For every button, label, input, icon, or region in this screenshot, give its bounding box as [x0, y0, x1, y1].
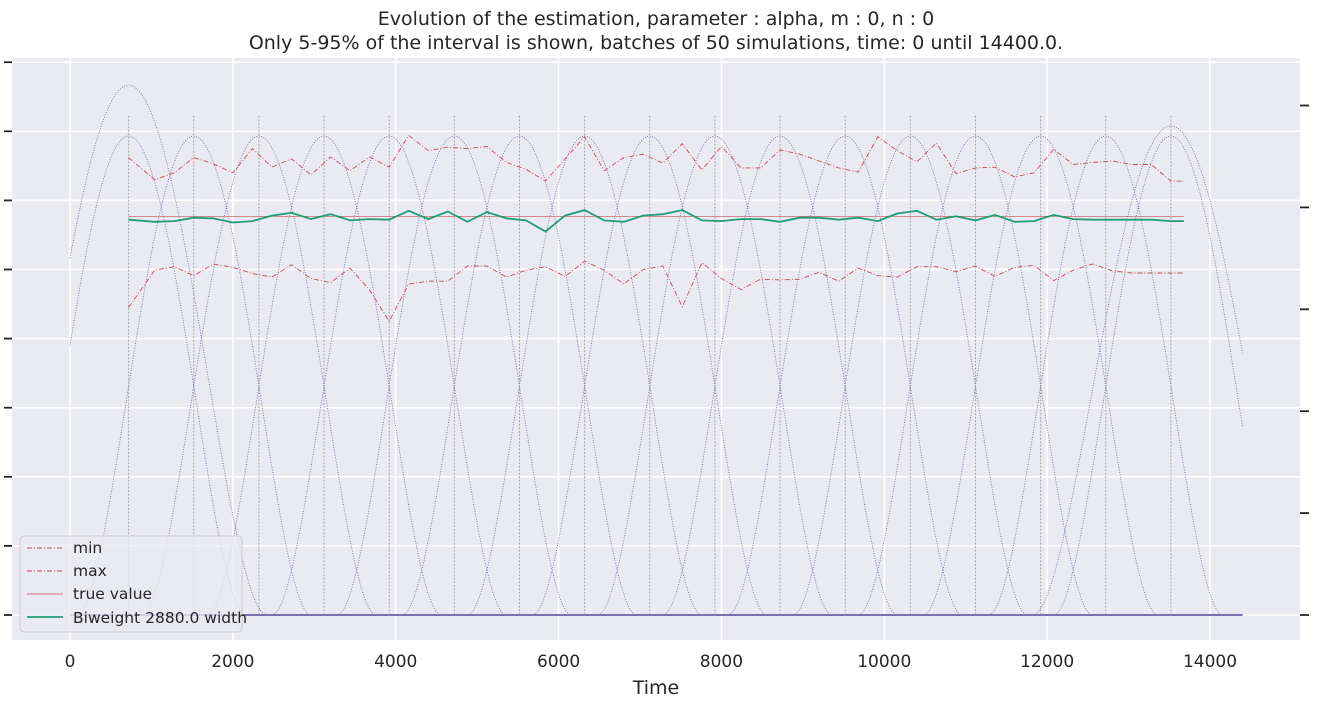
kernel-bump-last-large — [1032, 125, 1244, 616]
legend-label-max: max — [73, 562, 107, 580]
x-tick-label-2: 4000 — [374, 652, 417, 672]
series-line-max — [128, 134, 1184, 182]
kernel-bump-13 — [858, 135, 1093, 616]
right-y-ticks — [1300, 104, 1309, 616]
legend-box — [19, 535, 243, 633]
x-tick-label-5: 10000 — [857, 652, 911, 672]
left-y-ticks — [4, 61, 12, 616]
kernel-bump-8 — [532, 135, 768, 616]
x-tick-label-0: 0 — [65, 652, 76, 672]
kernel-bump-7 — [467, 135, 703, 616]
estimation-vertical-lines — [128, 115, 1172, 615]
series-lines — [128, 134, 1184, 323]
chart-title: Evolution of the estimation, parameter :… — [249, 8, 1063, 54]
kernel-bump-12 — [792, 135, 1028, 616]
legend-entry-min: min — [27, 539, 102, 557]
x-tick-label-3: 6000 — [537, 652, 580, 672]
x-axis-ticks: 0 2000 4000 6000 8000 10000 12000 14000 — [65, 652, 1237, 672]
legend-label-true-value: true value — [73, 585, 152, 603]
legend-label-biweight: Biweight 2880.0 width — [73, 609, 247, 627]
kernel-bump-3 — [206, 135, 442, 616]
series-line-min — [128, 260, 1184, 323]
chart-title-line-2: Only 5-95% of the interval is shown, bat… — [249, 32, 1063, 54]
x-tick-label-1: 2000 — [211, 652, 254, 672]
kernel-bump-9 — [597, 135, 833, 616]
series-line-biweight-2880-0-width — [128, 209, 1184, 233]
legend-entry-true-value: true value — [27, 585, 152, 603]
x-tick-label-7: 14000 — [1183, 652, 1237, 672]
kernel-bump-14 — [923, 135, 1159, 616]
x-tick-label-6: 12000 — [1020, 652, 1074, 672]
kernel-bump-15 — [988, 135, 1224, 616]
kernel-bumps — [69, 84, 1244, 616]
legend: min max true value Biweight 2880.0 width — [19, 535, 247, 633]
legend-label-min: min — [73, 539, 102, 557]
kernel-bump-4 — [271, 135, 507, 616]
kernel-bump-2 — [141, 135, 377, 616]
kernel-bump-1 — [76, 135, 312, 616]
kernel-bump-first-large — [69, 84, 268, 616]
kernel-bump-6 — [402, 135, 637, 616]
x-axis-label: Time — [632, 677, 680, 699]
kernel-bump-5 — [336, 135, 572, 616]
kernel-bump-16 — [1053, 135, 1244, 616]
kernel-bump-11 — [727, 135, 963, 616]
kernel-bump-10 — [662, 135, 898, 616]
legend-entry-biweight: Biweight 2880.0 width — [27, 609, 247, 627]
x-tick-label-4: 8000 — [700, 652, 743, 672]
legend-entry-max: max — [27, 562, 107, 580]
chart-title-line-1: Evolution of the estimation, parameter :… — [378, 8, 934, 30]
